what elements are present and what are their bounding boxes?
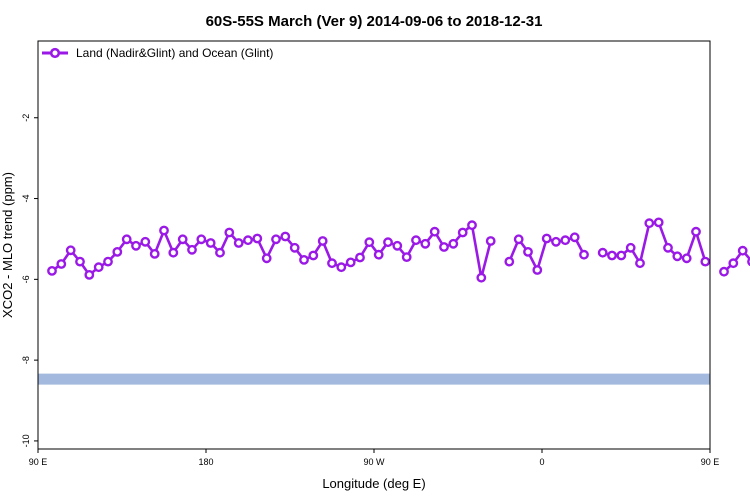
data-point (737, 245, 748, 256)
data-point (653, 217, 664, 228)
data-point (224, 227, 235, 238)
data-point (476, 272, 487, 283)
data-point (47, 265, 57, 276)
data-point (336, 262, 347, 273)
band-rect (38, 373, 710, 385)
data-point (168, 247, 179, 258)
x-tick-label: 90 E (29, 457, 48, 467)
data-point (504, 256, 515, 267)
data-point (457, 227, 468, 238)
data-point (65, 245, 76, 256)
data-point (252, 233, 263, 244)
data-point (103, 256, 113, 267)
data-point (569, 232, 580, 243)
data-point (551, 236, 561, 247)
data-point (439, 242, 449, 252)
data-point (625, 242, 636, 253)
data-point (317, 236, 328, 246)
data-point (75, 256, 85, 267)
data-point (513, 234, 524, 245)
data-point (532, 265, 543, 275)
data-point (448, 238, 459, 249)
data-point (411, 235, 421, 246)
data-point (289, 242, 300, 253)
data-point (579, 249, 589, 260)
data-point (597, 247, 608, 258)
x-tick-label: 0 (539, 457, 544, 467)
data-point (140, 236, 151, 247)
data-point (383, 237, 393, 248)
data-point (485, 236, 496, 246)
data-point (373, 249, 384, 260)
data-point (541, 233, 552, 244)
data-point (205, 238, 216, 248)
data-point (663, 242, 673, 253)
series-layer (47, 217, 750, 283)
x-tick-label: 180 (198, 457, 213, 467)
x-tick-label: 90 W (363, 457, 385, 467)
legend: Land (Nadir&Glint) and Ocean (Glint) (42, 46, 273, 60)
y-tick-label: -10 (21, 434, 31, 447)
data-point (159, 225, 169, 236)
data-point (261, 253, 272, 264)
data-point (672, 251, 683, 262)
y-tick-label: -4 (21, 195, 31, 203)
data-point (233, 238, 244, 248)
y-axis-label: XCO2 - MLO trend (ppm) (0, 172, 15, 318)
data-point (616, 250, 627, 261)
data-point (523, 246, 533, 257)
data-point (345, 257, 356, 268)
data-point (401, 252, 412, 263)
data-point (467, 220, 477, 231)
legend-label: Land (Nadir&Glint) and Ocean (Glint) (76, 46, 273, 60)
reference-band (38, 373, 710, 385)
data-point (355, 252, 365, 263)
y-axis: -10 -8 -6 -4 -2 (21, 114, 38, 447)
data-point (327, 258, 337, 269)
data-point (308, 250, 319, 261)
data-point (691, 226, 701, 237)
data-point (271, 234, 281, 245)
data-point (560, 235, 571, 246)
data-point (56, 259, 67, 269)
data-point (187, 244, 197, 255)
data-point (681, 253, 692, 264)
data-point (728, 258, 739, 269)
data-point (177, 234, 188, 245)
data-point (196, 234, 207, 245)
data-point (607, 250, 617, 261)
data-point (364, 237, 375, 248)
y-tick-label: -8 (21, 356, 31, 364)
data-point (131, 240, 141, 251)
chart-title: 60S-55S March (Ver 9) 2014-09-06 to 2018… (206, 13, 543, 30)
data-point (700, 256, 711, 267)
data-point (84, 269, 95, 280)
data-point (149, 248, 160, 259)
data-point (644, 218, 655, 229)
data-point (429, 226, 440, 237)
data-point (112, 246, 123, 257)
y-tick-label: -2 (21, 114, 31, 122)
data-point (392, 240, 403, 251)
data-point (719, 266, 729, 277)
data-point (280, 231, 291, 242)
data-point (93, 262, 104, 273)
data-point (243, 235, 253, 246)
data-point (215, 247, 225, 258)
x-axis-label: Longitude (deg E) (322, 476, 425, 491)
data-point (121, 234, 132, 245)
data-point (420, 238, 431, 249)
data-point (635, 258, 645, 269)
x-axis: 90 E 180 90 W 0 90 E (29, 449, 720, 467)
legend-marker (49, 47, 61, 59)
x-tick-label: 90 E (701, 457, 720, 467)
y-tick-label: -6 (21, 275, 31, 283)
data-point (299, 254, 309, 265)
